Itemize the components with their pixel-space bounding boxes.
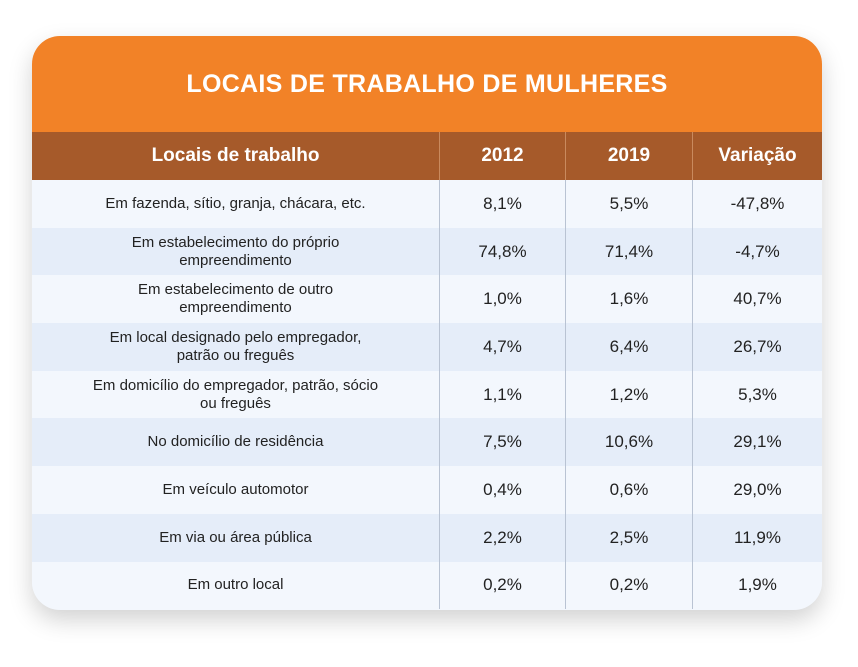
table-cell: 1,1% xyxy=(440,370,566,419)
cell-line: Em domicílio do empregador, patrão, sóci… xyxy=(92,376,379,394)
table-cell: 74,8% xyxy=(440,227,566,276)
table-cell: Em estabelecimento de outro empreendiment… xyxy=(32,275,440,324)
table-cell: 29,0% xyxy=(733,479,782,499)
table-row: No domicílio de residência 7,5% 10,6% 29,1% xyxy=(32,418,822,467)
column-header: Variação xyxy=(718,145,797,166)
table-row: Em estabelecimento de outro empreendiment… xyxy=(32,275,822,324)
cell-line: Em estabelecimento de outro xyxy=(137,281,334,299)
table-cell: 10,6% xyxy=(566,418,693,467)
table-cell: 71,4% xyxy=(566,227,693,276)
header-row: Locais de trabalho 2012 2019 Variação xyxy=(32,132,822,180)
table-cell: 29,1% xyxy=(733,432,782,452)
cell-line: empreendimento xyxy=(179,251,292,269)
table-cell: 0,6% xyxy=(566,466,693,514)
table-cell: 2,2% xyxy=(440,513,566,562)
table-cell: 11,9% xyxy=(734,527,781,547)
table-cell: 4,7% xyxy=(440,323,566,371)
table-cell: 2,5% xyxy=(566,513,693,562)
table-cell: 1,9% xyxy=(738,575,777,595)
table-row: Em via ou área pública 2,2% 2,5% 11,9% xyxy=(32,513,822,562)
cell-line: empreendimento xyxy=(179,299,292,317)
cell-line: patrão ou freguês xyxy=(176,346,295,364)
table-cell: 0,4% xyxy=(440,466,566,514)
cell-line: Em veículo automotor xyxy=(162,480,309,498)
table-cell: 1,2% xyxy=(566,370,693,419)
cell-line: Em local designado pelo empregador, xyxy=(109,328,362,346)
table-cell: 6,4% xyxy=(566,323,693,371)
table-row: Em domicílio do empregador, patrão, sóci… xyxy=(32,370,822,419)
table-cell: 1,6% xyxy=(566,275,693,324)
table-cell: Em via ou área pública xyxy=(32,513,440,562)
table-cell: 0,2% xyxy=(566,561,693,610)
table-cell: Em local designado pelo empregador, patrã… xyxy=(32,323,440,371)
cell-line: Em outro local xyxy=(187,576,284,594)
table-row: Em veículo automotor 0,4% 0,6% 29,0% xyxy=(32,466,822,514)
column-header: 2019 xyxy=(566,132,693,180)
cell-line: No domicílio de residência xyxy=(147,433,324,451)
table-title: LOCAIS DE TRABALHO DE MULHERES xyxy=(32,36,822,132)
table-cell: 7,5% xyxy=(440,418,566,467)
table-row: Em estabelecimento do próprio empreendime… xyxy=(32,227,822,276)
table-cell: Em outro local xyxy=(32,561,440,610)
table-cell: Em estabelecimento do próprio empreendime… xyxy=(32,227,440,276)
table-cell: Em domicílio do empregador, patrão, sóci… xyxy=(32,370,440,419)
table-cell: -4,7% xyxy=(735,241,780,261)
table-row: Em local designado pelo empregador, patrã… xyxy=(32,323,822,371)
table-cell: Em veículo automotor xyxy=(32,466,440,514)
table-card: LOCAIS DE TRABALHO DE MULHERES Locais de… xyxy=(32,36,822,610)
table-cell: No domicílio de residência xyxy=(32,418,440,467)
table-cell: Em fazenda, sítio, granja, chácara, etc. xyxy=(32,180,440,228)
cell-line: Em via ou área pública xyxy=(159,528,312,546)
table-cell: 26,7% xyxy=(733,336,782,356)
table-cell: 0,2% xyxy=(440,561,566,610)
column-header: 2012 xyxy=(440,132,566,180)
cell-line: Em fazenda, sítio, granja, chácara, etc. xyxy=(105,194,366,212)
table: Locais de trabalho 2012 2019 Variação Em faz… xyxy=(32,132,822,610)
table-cell: 40,7% xyxy=(733,289,782,309)
table-row: Em outro local 0,2% 0,2% 1,9% xyxy=(32,561,822,610)
cell-line: ou freguês xyxy=(200,394,271,412)
column-header: Locais de trabalho xyxy=(32,132,440,180)
table-cell: 1,0% xyxy=(440,275,566,324)
table-row: Em fazenda, sítio, granja, chácara, etc.… xyxy=(32,180,822,228)
table-cell: 8,1% xyxy=(440,180,566,228)
table-cell: 5,5% xyxy=(566,180,693,228)
cell-line: Em estabelecimento do próprio xyxy=(131,233,340,251)
table-cell: -47,8% xyxy=(730,193,785,213)
table-cell: 5,3% xyxy=(738,384,777,404)
